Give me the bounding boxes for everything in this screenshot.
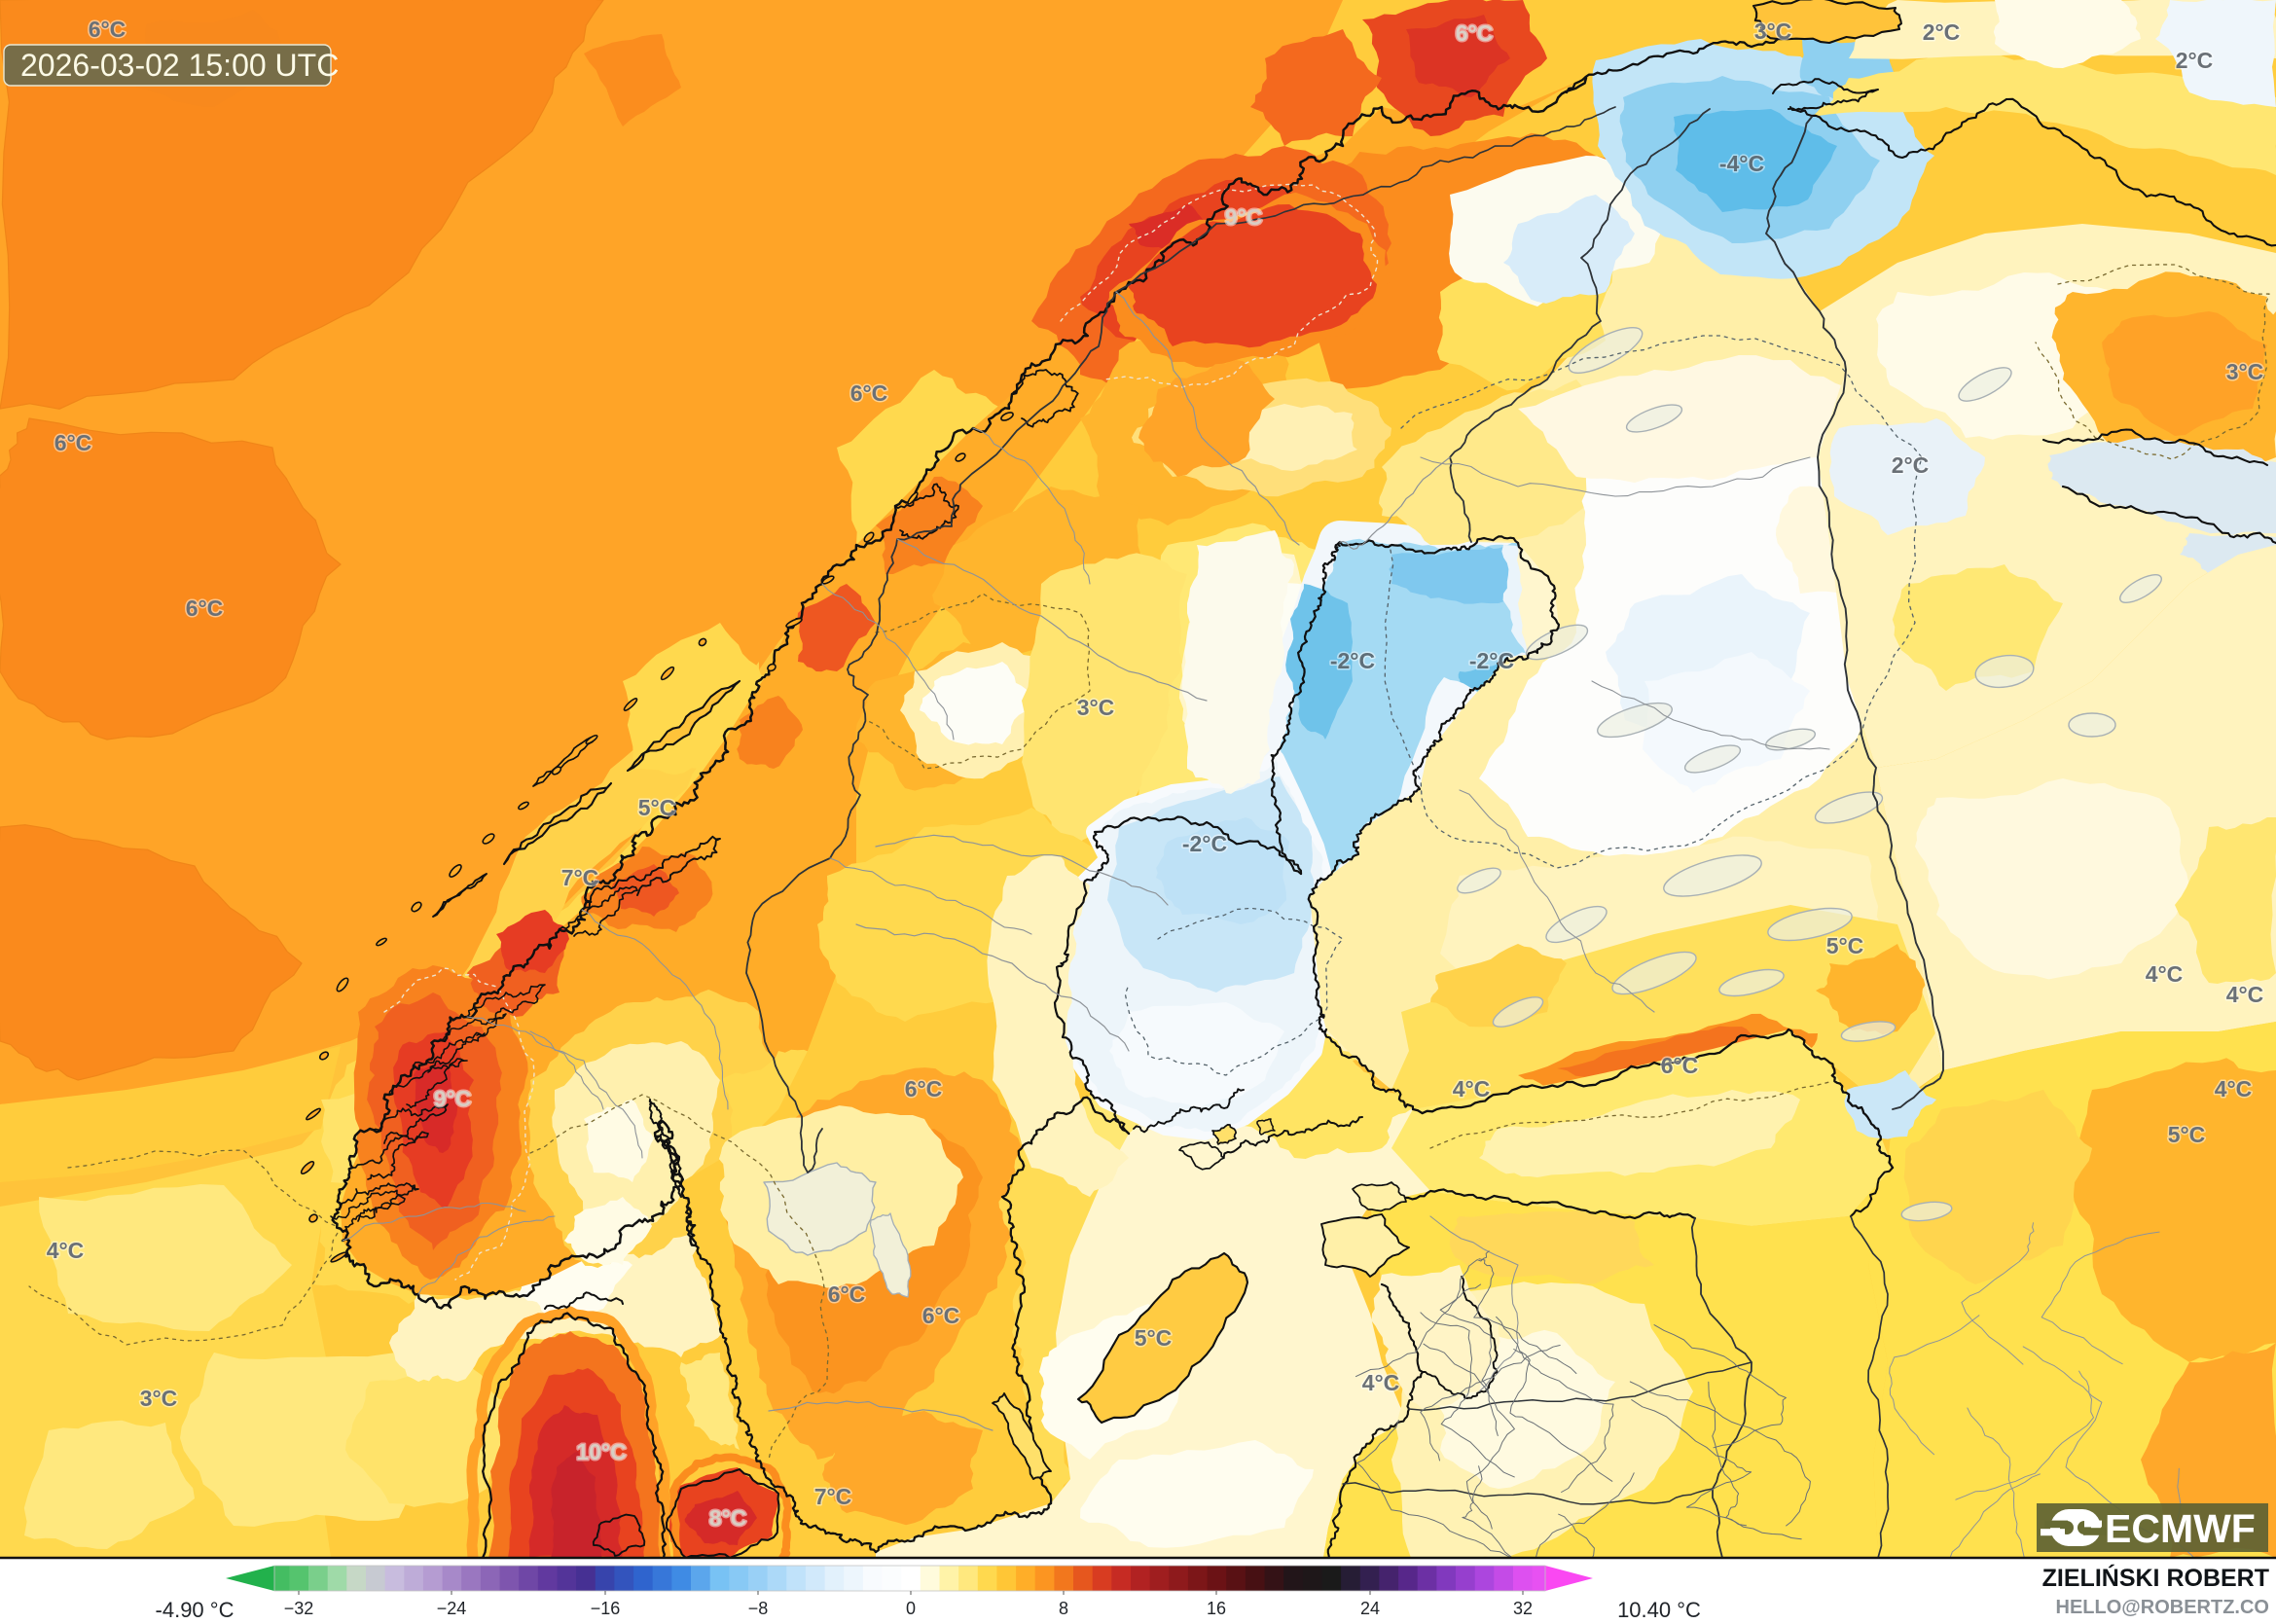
svg-text:-2°C: -2°C [1330,648,1375,673]
svg-text:6°C: 6°C [828,1281,866,1307]
svg-text:4°C: 4°C [2146,961,2184,987]
svg-text:24: 24 [1360,1599,1380,1618]
svg-text:5°C: 5°C [1826,933,1864,958]
svg-text:-2°C: -2°C [1469,648,1514,673]
svg-text:3°C: 3°C [1077,695,1115,720]
svg-text:ZIELIŃSKI ROBERT: ZIELIŃSKI ROBERT [2042,1564,2269,1592]
svg-text:3°C: 3°C [1754,18,1792,44]
svg-text:0: 0 [906,1599,916,1618]
svg-text:6°C: 6°C [186,595,224,621]
svg-text:7°C: 7°C [561,865,599,890]
svg-text:−16: −16 [591,1599,621,1618]
svg-text:6°C: 6°C [905,1076,943,1101]
svg-text:5°C: 5°C [1135,1325,1173,1351]
svg-text:4°C: 4°C [2215,1076,2253,1101]
svg-text:16: 16 [1207,1599,1226,1618]
svg-text:HELLO@ROBERTZ.CO: HELLO@ROBERTZ.CO [2056,1597,2270,1618]
svg-text:2°C: 2°C [1892,452,1930,478]
svg-text:ECMWF: ECMWF [2105,1506,2256,1551]
svg-text:8: 8 [1059,1599,1068,1618]
svg-text:4°C: 4°C [47,1238,85,1263]
svg-text:6°C: 6°C [922,1303,960,1328]
svg-text:3°C: 3°C [140,1386,178,1411]
svg-text:6°C: 6°C [1661,1053,1699,1078]
svg-text:−24: −24 [437,1599,467,1618]
svg-text:32: 32 [1513,1599,1533,1618]
svg-text:6°C: 6°C [89,17,126,42]
svg-text:9°C: 9°C [1225,204,1263,230]
svg-text:8°C: 8°C [709,1505,747,1531]
svg-text:4°C: 4°C [1362,1370,1400,1395]
svg-text:-4.90 °C: -4.90 °C [156,1598,235,1619]
svg-text:10°C: 10°C [576,1439,626,1464]
svg-text:3°C: 3°C [2226,359,2264,384]
svg-text:6°C: 6°C [1456,20,1494,46]
svg-text:9°C: 9°C [434,1086,472,1111]
svg-text:5°C: 5°C [2168,1122,2206,1147]
svg-text:10.40 °C: 10.40 °C [1617,1598,1701,1619]
svg-text:4°C: 4°C [2226,982,2264,1007]
svg-text:2026-03-02 15:00 UTC: 2026-03-02 15:00 UTC [20,48,339,83]
svg-text:7°C: 7°C [814,1484,852,1509]
svg-text:-2°C: -2°C [1182,831,1227,856]
svg-text:2°C: 2°C [1923,19,1961,45]
svg-text:5°C: 5°C [638,795,676,820]
svg-text:−8: −8 [748,1599,769,1618]
svg-text:−32: −32 [284,1599,314,1618]
svg-text:2°C: 2°C [2176,48,2214,73]
svg-text:6°C: 6°C [54,430,92,455]
svg-text:4°C: 4°C [1453,1076,1491,1101]
svg-text:6°C: 6°C [850,380,888,406]
svg-text:-4°C: -4°C [1719,151,1764,176]
